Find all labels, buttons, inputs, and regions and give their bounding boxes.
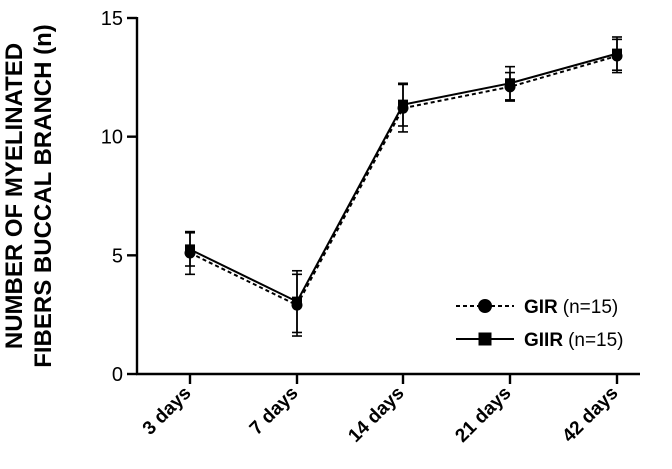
legend-label: GIIR (n=15) (524, 330, 624, 351)
legend-series-name: GIIR (524, 330, 563, 351)
axes (135, 17, 640, 376)
x-tick-label: 14 days (344, 383, 408, 447)
legend-item-giir: GIIR (n=15) (456, 330, 624, 351)
legend-series-note: (n=15) (568, 330, 623, 351)
legend: GIR (n=15)GIIR (n=15) (456, 297, 624, 351)
y-tick-label: 0 (112, 364, 123, 386)
series-line (189, 55, 618, 307)
y-tick-label: 10 (101, 127, 123, 149)
x-tick-label: 42 days (558, 383, 622, 447)
legend-marker (478, 299, 492, 313)
legend-series-name: GIR (524, 297, 558, 318)
legend-label: GIR (n=15) (524, 297, 618, 318)
x-tick-label: 7 days (246, 383, 303, 440)
y-axis-label-line-2: FIBERS BUCCAL BRANCH (n) (30, 24, 57, 368)
legend-series-note: (n=15) (563, 297, 618, 318)
data-point (612, 48, 622, 59)
x-tick-label: 21 days (451, 383, 515, 447)
data-point (185, 244, 195, 255)
legend-marker (478, 332, 492, 346)
y-tick-label: 15 (101, 8, 123, 30)
x-tick-label: 3 days (139, 383, 196, 440)
series-giir (185, 36, 622, 334)
data-point (292, 296, 302, 307)
y-axis-label-line-1: NUMBER OF MYELINATED (1, 43, 28, 349)
data-point (505, 78, 515, 89)
legend-item-gir: GIR (n=15) (456, 297, 618, 318)
y-axis-label: NUMBER OF MYELINATED FIBERS BUCCAL BRANCH… (1, 24, 57, 368)
series-layer (184, 36, 623, 337)
y-tick-label: 5 (112, 245, 123, 267)
data-point (398, 99, 408, 110)
